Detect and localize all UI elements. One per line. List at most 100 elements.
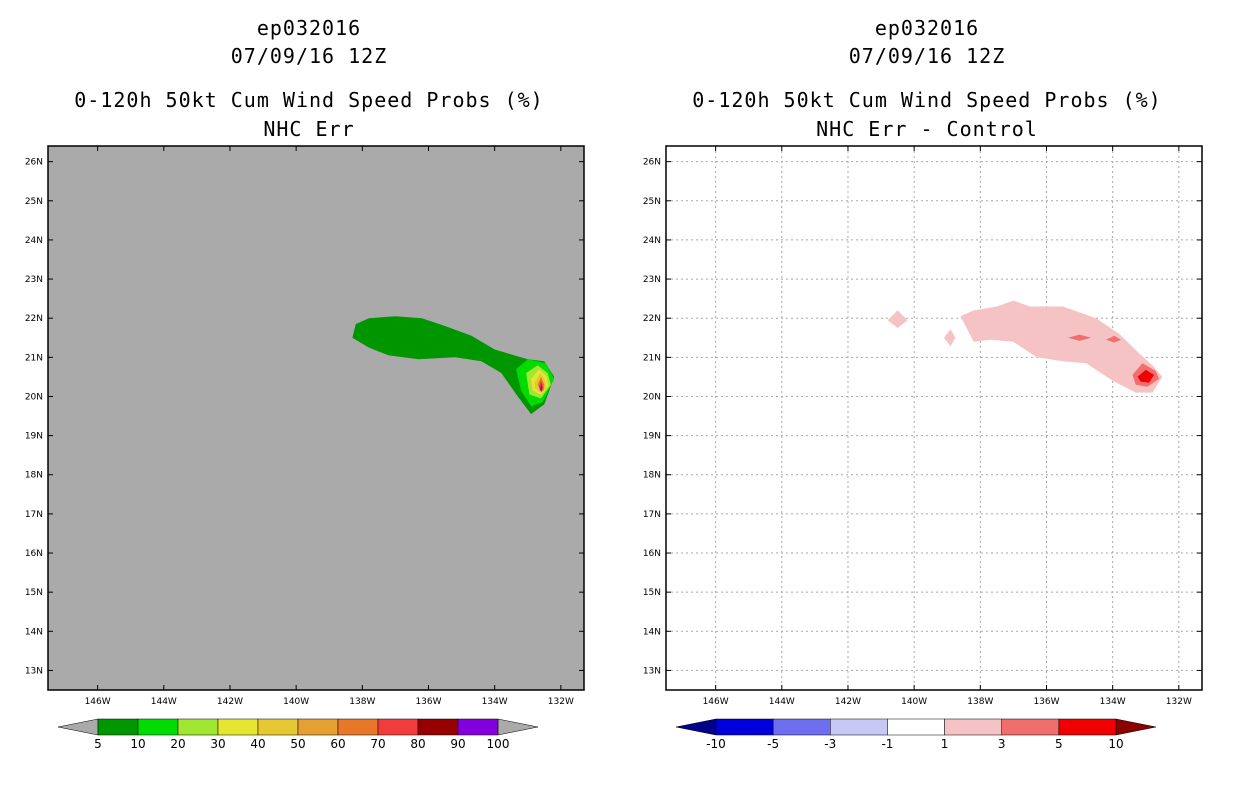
colorbar-label: 5	[1055, 737, 1063, 751]
y-tick-label: 25N	[25, 197, 43, 207]
contour-level-3	[1068, 334, 1092, 341]
colorbar-end-low	[675, 718, 717, 736]
colorbar-swatch	[377, 718, 419, 736]
colorbar-swatch	[417, 718, 459, 736]
colorbar-swatch	[217, 718, 259, 736]
x-tick-label: 146W	[703, 697, 729, 707]
x-tick-label: 138W	[349, 697, 375, 707]
y-tick-label: 15N	[25, 588, 43, 598]
colorbar-swatch	[715, 718, 774, 736]
x-tick-label: 142W	[217, 697, 243, 707]
plot-background	[48, 146, 584, 690]
y-tick-label: 26N	[25, 158, 43, 168]
date-title: 07/09/16 12Z	[848, 44, 1006, 68]
contour-level-5	[352, 316, 555, 415]
x-tick-label: 138W	[967, 697, 993, 707]
y-tick-label: 20N	[643, 392, 661, 402]
colorbar-label: 10	[130, 737, 145, 751]
colorbar-label: 50	[290, 737, 305, 751]
chart-subtitle: NHC Err - Control	[816, 117, 1038, 141]
date-title: 07/09/16 12Z	[230, 44, 388, 68]
storm-id-title: ep032016	[256, 16, 362, 40]
x-tick-label: 140W	[901, 697, 927, 707]
x-tick-label: 132W	[548, 697, 574, 707]
y-tick-label: 23N	[643, 275, 661, 285]
colorbar-swatch	[830, 718, 888, 736]
x-tick-label: 134W	[1100, 697, 1126, 707]
colorbar-swatch	[887, 718, 945, 736]
x-tick-label: 142W	[835, 697, 861, 707]
colorbar-label: 30	[210, 737, 225, 751]
y-tick-label: 21N	[643, 353, 661, 363]
colorbar-label: 80	[410, 737, 425, 751]
colorbar-end-high	[497, 718, 539, 736]
colorbar-swatch	[337, 718, 379, 736]
y-tick-label: 22N	[643, 314, 661, 324]
x-tick-label: 146W	[85, 697, 111, 707]
colorbar-label: 100	[487, 737, 510, 751]
x-tick-label: 144W	[769, 697, 795, 707]
plot-background	[666, 146, 1202, 690]
colorbar-label: -5	[767, 737, 779, 751]
colorbar-label: 70	[370, 737, 385, 751]
y-tick-label: 18N	[643, 471, 661, 481]
contour-level-1	[960, 300, 1163, 393]
x-tick-label: 136W	[415, 697, 441, 707]
colorbar-swatch	[177, 718, 219, 736]
plot-frame	[47, 145, 585, 691]
colorbar-label: 3	[998, 737, 1006, 751]
y-tick-label: 18N	[25, 471, 43, 481]
colorbar-swatch	[137, 718, 179, 736]
colorbar-label: 90	[450, 737, 465, 751]
y-tick-label: 19N	[25, 432, 43, 442]
contour-level-1	[943, 329, 956, 347]
left-panel: ep032016 07/09/16 12Z 0-120h 50kt Cum Wi…	[25, 16, 585, 751]
colorbar-end-high	[1115, 718, 1157, 736]
colorbar-end-low	[57, 718, 99, 736]
y-tick-label: 13N	[643, 666, 661, 676]
left-map-chart: 146W 144W 142W 140W 138W 136W 134W 132W 13N 14N 15…	[25, 145, 585, 751]
y-tick-label: 14N	[25, 627, 43, 637]
x-tick-label: 136W	[1033, 697, 1059, 707]
colorbar-swatch	[1058, 718, 1117, 736]
colorbar-label: 5	[94, 737, 102, 751]
colorbar-label: -1	[881, 737, 893, 751]
colorbar-swatch	[257, 718, 299, 736]
colorbar-swatch	[772, 718, 831, 736]
plot-frame	[665, 145, 1203, 691]
x-tick-label: 140W	[283, 697, 309, 707]
colorbar-label: 40	[250, 737, 265, 751]
y-tick-label: 26N	[643, 158, 661, 168]
y-tick-label: 17N	[643, 510, 661, 520]
colorbar-swatch	[97, 718, 139, 736]
contour-level-5	[1137, 369, 1154, 383]
contour-level-90	[540, 382, 543, 393]
right-map-chart: 146W 144W 142W 140W 138W 136W 134W 132W 13N 14N 15…	[643, 145, 1203, 751]
colorbar-swatch	[457, 718, 499, 736]
colorbar-label: 60	[330, 737, 345, 751]
colorbar-swatch	[944, 718, 1002, 736]
y-tick-label: 23N	[25, 275, 43, 285]
y-tick-label: 20N	[25, 392, 43, 402]
colorbar-label: -10	[706, 737, 726, 751]
storm-id-title: ep032016	[874, 16, 980, 40]
x-tick-label: 132W	[1166, 697, 1192, 707]
chart-subtitle: NHC Err	[263, 117, 355, 141]
y-tick-label: 16N	[25, 549, 43, 559]
contour-level-1	[887, 310, 908, 328]
y-tick-label: 21N	[25, 353, 43, 363]
y-tick-label: 13N	[25, 666, 43, 676]
x-tick-label: 144W	[151, 697, 177, 707]
y-tick-label: 24N	[25, 236, 43, 246]
contour-level-3	[1106, 335, 1121, 343]
y-tick-label: 22N	[25, 314, 43, 324]
colorbar-label: 20	[170, 737, 185, 751]
colorbar-label: -3	[824, 737, 836, 751]
y-tick-label: 25N	[643, 197, 661, 207]
colorbar-swatch	[1001, 718, 1060, 736]
chart-title: 0-120h 50kt Cum Wind Speed Probs (%)	[692, 88, 1162, 112]
chart-title: 0-120h 50kt Cum Wind Speed Probs (%)	[74, 88, 544, 112]
y-tick-label: 15N	[643, 588, 661, 598]
colorbar-swatch	[297, 718, 339, 736]
y-tick-label: 14N	[643, 627, 661, 637]
